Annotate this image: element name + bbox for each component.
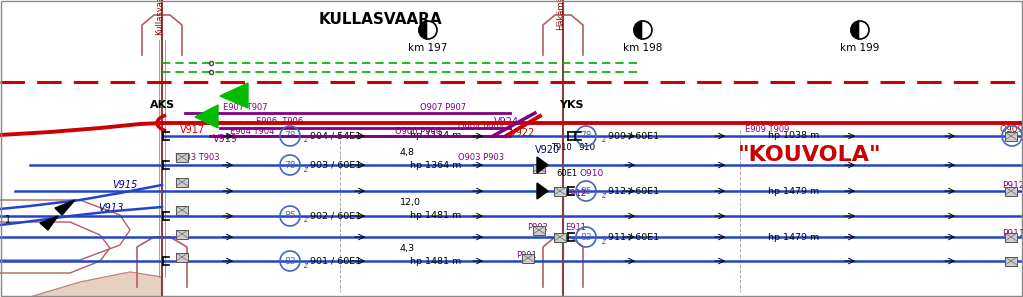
Bar [522, 254, 534, 263]
Text: V917: V917 [180, 125, 206, 135]
Text: 78: 78 [580, 132, 591, 140]
Polygon shape [55, 200, 75, 215]
Text: 83: 83 [284, 257, 296, 266]
Text: z: z [601, 236, 605, 246]
Text: O909: O909 [1000, 124, 1023, 133]
Text: z: z [601, 190, 605, 200]
Polygon shape [537, 183, 548, 199]
Text: 12,0: 12,0 [400, 198, 421, 206]
Text: 904 / 54E1: 904 / 54E1 [310, 132, 361, 140]
Text: 85: 85 [284, 211, 296, 220]
Bar [1005, 187, 1017, 196]
Polygon shape [860, 21, 869, 39]
Text: YKS: YKS [559, 100, 583, 110]
Text: 901 / 60E1: 901 / 60E1 [310, 257, 361, 266]
Text: V920: V920 [535, 145, 561, 155]
Polygon shape [634, 21, 643, 39]
Text: z: z [303, 216, 307, 225]
Text: z: z [601, 135, 605, 145]
Polygon shape [220, 83, 248, 108]
Text: km 198: km 198 [623, 43, 663, 53]
Text: hp 1481 m: hp 1481 m [410, 257, 461, 266]
Text: V922: V922 [510, 128, 535, 138]
Bar [176, 153, 188, 162]
Text: km 199: km 199 [840, 43, 880, 53]
Polygon shape [40, 216, 58, 230]
Text: z: z [303, 165, 307, 173]
Text: 83: 83 [580, 233, 591, 241]
Text: hp 1364 m: hp 1364 m [410, 160, 461, 170]
Bar [554, 187, 566, 196]
Text: T910: T910 [551, 143, 572, 151]
Text: E903 T903: E903 T903 [175, 152, 220, 162]
Bar [176, 253, 188, 262]
Bar [533, 226, 545, 235]
Text: 903 / 60E1: 903 / 60E1 [310, 160, 361, 170]
Text: hp 1038 m: hp 1038 m [768, 132, 819, 140]
Text: hp 1134 m: hp 1134 m [410, 132, 461, 140]
Polygon shape [428, 21, 437, 39]
Bar [554, 233, 566, 242]
Text: E912: E912 [565, 189, 586, 198]
Text: 78: 78 [284, 160, 296, 170]
Text: 1: 1 [5, 215, 11, 225]
Text: O907 P907: O907 P907 [420, 102, 466, 111]
Text: O906 P906: O906 P906 [395, 127, 441, 135]
Bar [533, 164, 545, 173]
Bar [1005, 132, 1017, 141]
Polygon shape [419, 21, 428, 39]
Text: z: z [303, 135, 307, 145]
Text: E906  T906: E906 T906 [256, 116, 303, 126]
Text: P901: P901 [516, 250, 537, 260]
Text: E909 T909: E909 T909 [745, 124, 790, 133]
Text: 78: 78 [284, 132, 296, 140]
Text: E911: E911 [565, 224, 586, 233]
Text: km 197: km 197 [408, 43, 448, 53]
Text: Kullasvaarantie: Kullasvaarantie [155, 0, 164, 35]
Text: hp 1479 m: hp 1479 m [768, 187, 819, 195]
Text: 79: 79 [1007, 132, 1018, 140]
Text: KULLASVAARA: KULLASVAARA [318, 12, 442, 27]
Text: 902 / 60E1: 902 / 60E1 [310, 211, 361, 220]
Text: P902: P902 [527, 224, 548, 233]
Text: Häkämäen: Häkämäen [555, 0, 565, 30]
Text: V919: V919 [213, 134, 238, 144]
Text: 912 / 60E1: 912 / 60E1 [608, 187, 659, 195]
Bar [176, 230, 188, 239]
Text: O910: O910 [580, 170, 605, 178]
Text: "KOUVOLA": "KOUVOLA" [739, 145, 882, 165]
Text: O903 P903: O903 P903 [458, 152, 504, 162]
Text: E904 T904: E904 T904 [230, 127, 274, 135]
Text: E907 T907: E907 T907 [223, 102, 268, 111]
Text: P911: P911 [1002, 228, 1023, 238]
Polygon shape [195, 105, 218, 128]
Text: V924: V924 [494, 117, 519, 127]
Bar [176, 206, 188, 215]
Bar [1005, 233, 1017, 242]
Polygon shape [851, 21, 860, 39]
Text: z: z [303, 260, 307, 269]
Polygon shape [537, 157, 548, 173]
Text: hp 1479 m: hp 1479 m [768, 233, 819, 241]
Text: hp 1481 m: hp 1481 m [410, 211, 461, 220]
Text: 4,3: 4,3 [400, 244, 415, 254]
Text: 909 / 60E1: 909 / 60E1 [608, 132, 659, 140]
Text: P912: P912 [1002, 181, 1023, 190]
Bar [1005, 257, 1017, 266]
Text: 85: 85 [580, 187, 591, 195]
Polygon shape [643, 21, 652, 39]
Text: O904 P904: O904 P904 [458, 124, 504, 132]
Text: 60E1: 60E1 [555, 170, 577, 178]
Text: 4,8: 4,8 [400, 148, 415, 157]
Text: 911 / 60E1: 911 / 60E1 [608, 233, 659, 241]
Bar [176, 178, 188, 187]
Text: V915: V915 [112, 180, 137, 190]
Polygon shape [30, 272, 162, 297]
Text: 910: 910 [578, 143, 595, 152]
Text: V913: V913 [98, 203, 124, 213]
Text: AKS: AKS [149, 100, 175, 110]
